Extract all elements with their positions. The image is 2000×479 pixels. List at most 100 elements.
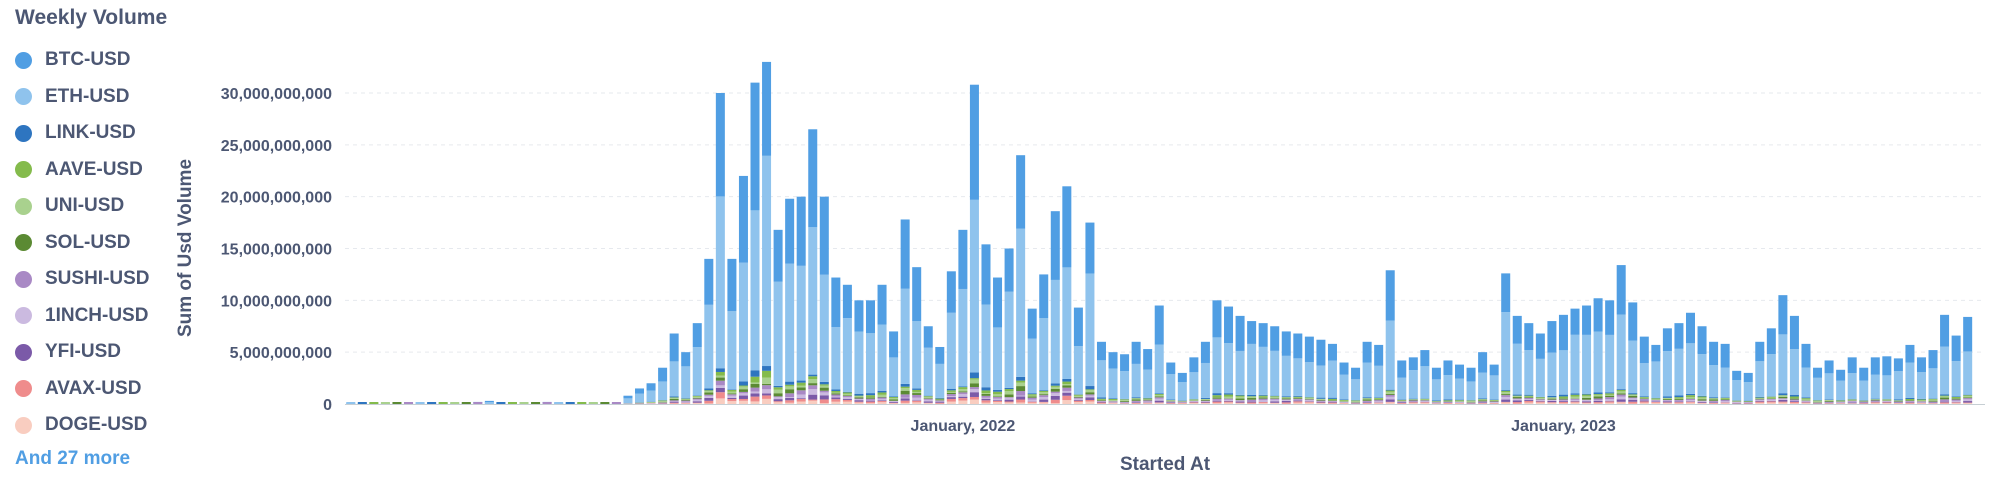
bar-segment <box>1235 315 1245 351</box>
bar-segment <box>1824 401 1834 403</box>
legend-item-yfi-usd[interactable]: YFI-USD <box>15 334 185 371</box>
bar-segment <box>1524 395 1534 397</box>
bar-segment <box>1605 394 1615 396</box>
bar-segment <box>1720 397 1730 399</box>
legend-item-eth-usd[interactable]: ETH-USD <box>15 79 185 116</box>
y-axis-title: Sum of Usd Volume <box>175 159 196 337</box>
bar-segment <box>635 393 645 403</box>
bar-week-55 <box>981 244 991 404</box>
legend-item-sushi-usd[interactable]: SUSHI-USD <box>15 261 185 298</box>
bar-segment <box>1558 403 1568 404</box>
bar-segment <box>1027 395 1037 397</box>
bar-segment <box>785 263 795 382</box>
bar-segment <box>1143 399 1153 401</box>
bar-segment <box>531 402 541 404</box>
bar-segment <box>842 397 852 399</box>
bar-week-93 <box>1420 350 1430 404</box>
bar-week-61 <box>1050 211 1060 404</box>
bar-segment <box>692 397 702 399</box>
bar-segment <box>1327 402 1337 404</box>
bar-segment <box>900 388 910 391</box>
bar-segment <box>1558 401 1568 404</box>
bar-segment <box>704 390 714 392</box>
bar-segment <box>1062 378 1072 382</box>
bar-week-22 <box>600 402 610 404</box>
bar-segment <box>912 400 922 401</box>
bar-segment <box>981 304 991 388</box>
bar-segment <box>1628 340 1638 394</box>
bar-segment <box>1062 390 1072 393</box>
bar-week-44 <box>854 300 864 404</box>
bar-segment <box>1870 403 1880 404</box>
bar-segment <box>1928 403 1938 404</box>
bar-segment <box>1743 372 1753 383</box>
bar-week-75 <box>1212 300 1222 404</box>
legend-item-aave-usd[interactable]: AAVE-USD <box>15 152 185 189</box>
bar-segment <box>1928 400 1938 402</box>
bar-segment <box>819 385 829 388</box>
bar-segment <box>1004 401 1014 403</box>
bar-segment <box>1963 402 1973 404</box>
bar-segment <box>1096 398 1106 400</box>
legend-label: AVAX-USD <box>45 377 142 399</box>
bar-segment <box>1050 403 1060 404</box>
bar-segment <box>981 390 991 394</box>
legend-item-doge-usd[interactable]: DOGE-USD <box>15 407 185 444</box>
bar-segment <box>900 400 910 403</box>
x-tick-label: January, 2022 <box>911 418 1016 435</box>
bar-segment <box>1755 400 1765 402</box>
bar-segment <box>1293 395 1303 397</box>
bar-segment <box>1940 403 1950 404</box>
bar-segment <box>1108 401 1118 402</box>
legend-label: 1INCH-USD <box>45 304 149 326</box>
bar-segment <box>958 396 968 399</box>
bar-week-15 <box>519 402 529 404</box>
bar-segment <box>1224 394 1234 397</box>
bar-segment <box>1535 402 1545 404</box>
bar-segment <box>346 402 356 404</box>
bar-segment <box>1558 396 1568 399</box>
bar-segment <box>785 397 795 398</box>
bar-segment <box>1247 396 1257 397</box>
bar-segment <box>889 357 899 397</box>
bar-week-130 <box>1847 357 1857 404</box>
bar-segment <box>1408 401 1418 403</box>
bar-segment <box>1963 395 1973 397</box>
legend-item-1inch-usd[interactable]: 1INCH-USD <box>15 298 185 335</box>
y-tick-label: 25,000,000,000 <box>221 138 332 155</box>
bar-week-16 <box>531 402 541 404</box>
bar-segment <box>1778 401 1788 403</box>
legend-item-link-usd[interactable]: LINK-USD <box>15 115 185 152</box>
bar-segment <box>1801 400 1811 402</box>
bar-segment <box>912 267 922 322</box>
bar-segment <box>1697 401 1707 403</box>
legend-item-sol-usd[interactable]: SOL-USD <box>15 225 185 262</box>
bar-segment <box>1685 400 1695 402</box>
legend-item-btc-usd[interactable]: BTC-USD <box>15 42 185 79</box>
bar-segment <box>681 401 691 403</box>
bar-segment <box>1593 403 1603 404</box>
bar-segment <box>1605 397 1615 400</box>
bar-segment <box>877 400 887 402</box>
legend-item-avax-usd[interactable]: AVAX-USD <box>15 371 185 408</box>
bar-week-82 <box>1293 333 1303 404</box>
bar-segment <box>1951 396 1961 398</box>
bar-segment <box>1593 392 1603 395</box>
bar-segment <box>1281 355 1291 397</box>
bar-week-14 <box>507 402 517 404</box>
legend-item-uni-usd[interactable]: UNI-USD <box>15 188 185 225</box>
bar-segment <box>831 399 841 402</box>
bar-segment <box>1385 389 1395 391</box>
bar-segment <box>1789 349 1799 395</box>
bar-segment <box>1547 395 1557 398</box>
bar-segment <box>1478 401 1488 403</box>
bar-segment <box>889 397 899 399</box>
bar-segment <box>1374 401 1384 403</box>
bar-segment <box>1847 400 1857 402</box>
bar-segment <box>1374 403 1384 404</box>
legend-more-link[interactable]: And 27 more <box>15 447 131 469</box>
bar-segment <box>1004 399 1014 402</box>
bar-segment <box>1605 401 1615 403</box>
bar-segment <box>1524 394 1534 396</box>
bar-week-95 <box>1443 360 1453 404</box>
